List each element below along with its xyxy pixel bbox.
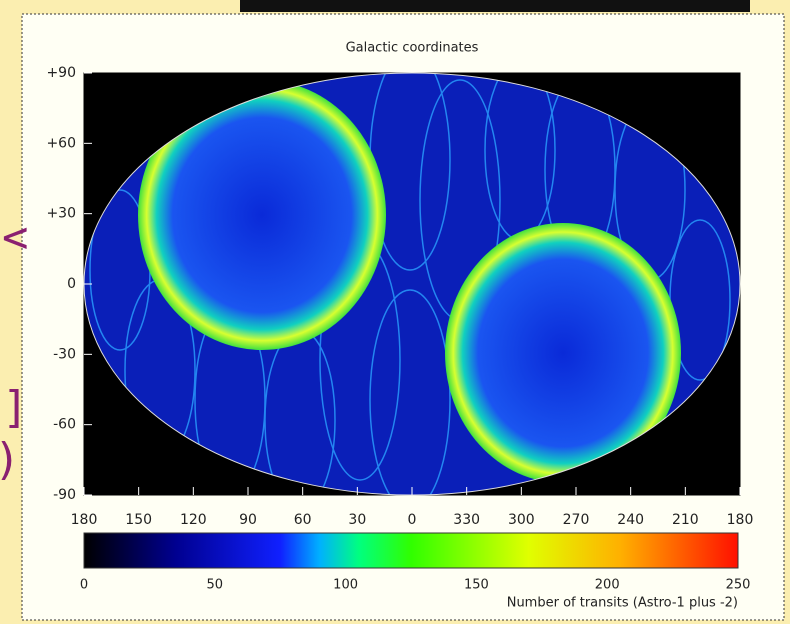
colorbar-tick-label: 250 <box>726 578 751 593</box>
colorbar-label: Number of transits (Astro-1 plus -2) <box>507 596 738 611</box>
x-tick-label: 300 <box>508 512 535 528</box>
colorbar <box>84 533 738 568</box>
page: {"slide_fragments": ["<", "]", ")"], "fi… <box>0 0 790 624</box>
figure-title: Galactic coordinates <box>346 41 479 56</box>
colorbar-tick-label: 100 <box>333 578 358 593</box>
x-tick-label: 120 <box>180 512 207 528</box>
x-tick-label: 0 <box>408 512 417 528</box>
x-tick-label: 180 <box>727 512 754 528</box>
y-tick-label: -60 <box>53 417 76 433</box>
colorbar-tick-label: 50 <box>207 578 224 593</box>
slide-fragment: < <box>2 212 29 263</box>
y-tick-label: 0 <box>67 276 76 292</box>
x-tick-label: 150 <box>125 512 152 528</box>
x-tick-label: 30 <box>348 512 366 528</box>
x-tick-label: 90 <box>239 512 257 528</box>
x-tick-label: 240 <box>617 512 644 528</box>
colorbar-tick-label: 200 <box>595 578 620 593</box>
colorbar-tick-label: 0 <box>80 578 88 593</box>
x-tick-label: 270 <box>563 512 590 528</box>
x-tick-label: 180 <box>71 512 98 528</box>
y-tick-label: +30 <box>46 206 76 222</box>
y-tick-label: -30 <box>53 346 76 362</box>
top-bar <box>240 0 750 12</box>
y-tick-label: -90 <box>53 487 76 503</box>
screenshot: < ] ) Galactic coordinates +90 +60 +30 0 -30… <box>0 0 790 624</box>
slide-fragment: ] <box>2 382 29 433</box>
slide-fragment: ) <box>0 434 21 485</box>
x-tick-label: 60 <box>294 512 312 528</box>
y-tick-label: +60 <box>46 135 76 151</box>
x-tick-label: 330 <box>453 512 480 528</box>
y-tick-label: +90 <box>46 65 76 81</box>
x-tick-label: 210 <box>672 512 699 528</box>
colorbar-tick-label: 150 <box>464 578 489 593</box>
